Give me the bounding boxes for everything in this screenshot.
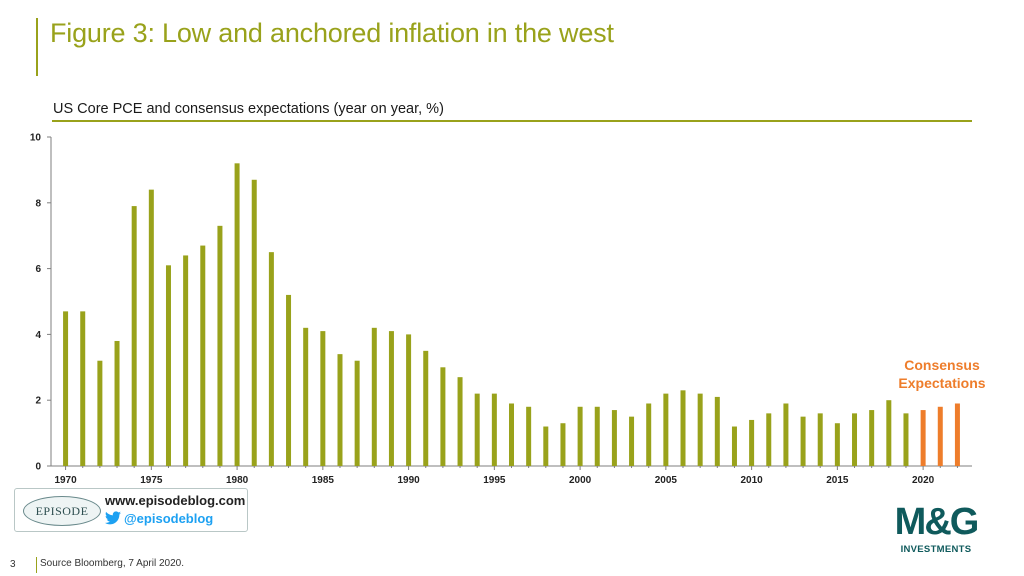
x-tick-label: 2015 bbox=[826, 475, 849, 486]
core-pce-bar-1981 bbox=[251, 179, 257, 466]
x-tick-label: 2020 bbox=[912, 475, 935, 486]
core-pce-bar-1982 bbox=[268, 252, 274, 466]
core-pce-bar-1975 bbox=[148, 189, 154, 466]
title-accent-bar bbox=[36, 18, 38, 76]
x-tick-label: 2010 bbox=[740, 475, 763, 486]
core-pce-bar-2009 bbox=[731, 426, 737, 466]
page-number: 3 bbox=[10, 559, 16, 570]
core-pce-bar-1991 bbox=[423, 350, 429, 466]
twitter-icon bbox=[105, 511, 121, 525]
core-pce-bar-1997 bbox=[526, 406, 532, 466]
core-pce-bar-1979 bbox=[217, 225, 223, 466]
bars bbox=[63, 163, 960, 466]
episode-twitter-handle[interactable]: @episodeblog bbox=[124, 511, 214, 526]
footer-divider bbox=[36, 557, 37, 573]
core-pce-bar-1977 bbox=[183, 255, 189, 466]
x-tick-label: 1990 bbox=[397, 475, 420, 486]
core-pce-bar-2011 bbox=[766, 413, 772, 466]
core-pce-bar-1992 bbox=[440, 367, 446, 466]
core-pce-bar-1994 bbox=[474, 393, 480, 466]
episode-url-link[interactable]: www.episodeblog.com bbox=[105, 493, 246, 508]
core-pce-bar-2004 bbox=[646, 403, 652, 466]
core-pce-bar-2000 bbox=[577, 406, 583, 466]
core-pce-bar-2017 bbox=[869, 410, 875, 466]
source-note: Source Bloomberg, 7 April 2020. bbox=[40, 558, 184, 569]
consensus-label-line2: Expectations bbox=[898, 375, 986, 391]
y-axis: 0 2 4 6 8 10 bbox=[30, 133, 52, 473]
core-pce-bar-1976 bbox=[165, 265, 171, 466]
x-tick-label: 1975 bbox=[140, 475, 163, 486]
core-pce-bar-2001 bbox=[594, 406, 600, 466]
core-pce-bar-1988 bbox=[371, 327, 377, 466]
core-pce-bar-1973 bbox=[114, 340, 120, 466]
x-axis: 1970 1975 1980 1985 1990 1995 2000 2005 2010 2015… bbox=[51, 465, 972, 486]
core-pce-bar-1980 bbox=[234, 163, 240, 466]
core-pce-bar-2016 bbox=[852, 413, 858, 466]
x-tick-label: 1985 bbox=[312, 475, 335, 486]
core-pce-bar-2002 bbox=[611, 410, 617, 466]
core-pce-bar-1974 bbox=[131, 206, 137, 466]
core-pce-bar-1978 bbox=[200, 245, 206, 466]
episode-logo-text: EPISODE bbox=[35, 503, 89, 518]
consensus-expectations-label: Consensus Expectations bbox=[882, 356, 1002, 392]
y-tick-label: 8 bbox=[35, 198, 41, 209]
page-title: Figure 3: Low and anchored inflation in … bbox=[50, 18, 614, 48]
core-pce-bar-2010 bbox=[749, 419, 755, 466]
core-pce-bar-1998 bbox=[543, 426, 549, 466]
expectation-bar-2021 bbox=[937, 406, 943, 466]
x-tick-label: 1995 bbox=[483, 475, 506, 486]
core-pce-bar-1983 bbox=[286, 294, 292, 466]
core-pce-bar-2018 bbox=[886, 400, 892, 466]
subtitle-divider bbox=[52, 120, 972, 122]
core-pce-bar-1971 bbox=[80, 311, 86, 466]
core-pce-bar-1990 bbox=[406, 334, 412, 466]
expectation-bar-2022 bbox=[954, 403, 960, 466]
x-tick-label: 1970 bbox=[54, 475, 77, 486]
x-tick-label: 2000 bbox=[569, 475, 592, 486]
core-pce-bar-1995 bbox=[491, 393, 497, 466]
core-pce-bar-2007 bbox=[697, 393, 703, 466]
core-pce-bar-2012 bbox=[783, 403, 789, 466]
core-pce-bar-2003 bbox=[629, 416, 635, 466]
core-pce-bar-2006 bbox=[680, 390, 686, 466]
core-pce-bar-1986 bbox=[337, 354, 343, 466]
core-pce-bar-1984 bbox=[303, 327, 309, 466]
mg-investments-logo: M&G INVESTMENTS bbox=[884, 502, 1004, 558]
core-pce-bar-2008 bbox=[714, 396, 720, 466]
core-pce-bar-1993 bbox=[457, 377, 463, 466]
core-pce-bar-1970 bbox=[63, 311, 69, 466]
expectation-bar-2020 bbox=[920, 410, 926, 466]
consensus-label-line1: Consensus bbox=[904, 357, 980, 373]
episode-blog-banner[interactable]: EPISODE www.episodeblog.com @episodeblog bbox=[14, 488, 248, 532]
mg-logo-wordmark: M&G bbox=[894, 501, 980, 543]
core-pce-bar-1972 bbox=[97, 360, 103, 466]
chart-subtitle: US Core PCE and consensus expectations (… bbox=[53, 101, 444, 117]
y-tick-label: 10 bbox=[30, 133, 42, 144]
core-pce-bar-2015 bbox=[834, 423, 840, 466]
x-tick-label: 2005 bbox=[655, 475, 678, 486]
x-tick-label: 1980 bbox=[226, 475, 249, 486]
core-pce-bar-2014 bbox=[817, 413, 823, 466]
core-pce-bar-1999 bbox=[560, 423, 566, 466]
core-pce-bar-1987 bbox=[354, 360, 360, 466]
core-pce-bar-1985 bbox=[320, 331, 326, 466]
y-tick-label: 4 bbox=[35, 330, 41, 341]
mg-logo-subtitle: INVESTMENTS bbox=[900, 544, 972, 555]
core-pce-bar-2005 bbox=[663, 393, 669, 466]
core-pce-bar-1989 bbox=[388, 331, 394, 466]
y-tick-label: 0 bbox=[35, 462, 41, 473]
y-tick-label: 6 bbox=[35, 264, 41, 275]
episode-logo: EPISODE bbox=[23, 496, 101, 526]
core-pce-bar-1996 bbox=[509, 403, 514, 466]
core-pce-bar-2019 bbox=[903, 413, 909, 466]
y-tick-label: 2 bbox=[35, 396, 41, 407]
core-pce-bar-2013 bbox=[800, 416, 806, 466]
